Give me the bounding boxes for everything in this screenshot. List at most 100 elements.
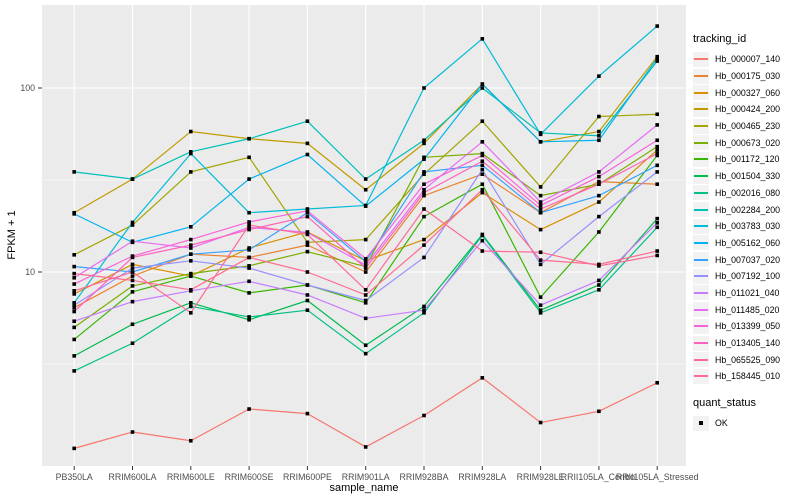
legend-item: Hb_000327_060 bbox=[693, 84, 799, 101]
data-point bbox=[363, 343, 368, 348]
legend-label: Hb_007192_100 bbox=[715, 271, 781, 282]
legend-key bbox=[693, 168, 709, 184]
data-point bbox=[422, 157, 426, 162]
data-point bbox=[480, 249, 485, 253]
series-color-line bbox=[694, 141, 708, 144]
x-tick-label: RRIM928LA bbox=[458, 472, 506, 482]
series-color-line bbox=[694, 91, 708, 94]
data-point bbox=[363, 204, 368, 208]
data-point bbox=[597, 288, 601, 292]
legend-item: Hb_011021_040 bbox=[693, 285, 799, 302]
data-point bbox=[597, 409, 601, 414]
data-point bbox=[597, 230, 601, 234]
data-point bbox=[597, 129, 601, 134]
legend-key bbox=[693, 318, 709, 334]
data-point bbox=[480, 159, 485, 164]
legend-key bbox=[693, 85, 709, 101]
legend-key bbox=[693, 135, 709, 151]
data-point bbox=[305, 119, 310, 124]
data-point bbox=[305, 207, 310, 211]
data-point bbox=[480, 119, 485, 124]
data-point bbox=[305, 249, 310, 254]
data-point bbox=[189, 252, 193, 256]
data-point bbox=[247, 248, 251, 252]
data-point bbox=[597, 182, 601, 187]
legend-label: Hb_000007_140 bbox=[715, 54, 781, 65]
data-point bbox=[247, 264, 251, 268]
legend-label: Hb_011485_020 bbox=[715, 304, 780, 315]
data-point bbox=[422, 413, 426, 418]
legend-label: Hb_000327_060 bbox=[715, 87, 781, 98]
data-point bbox=[655, 56, 659, 61]
data-point bbox=[130, 220, 135, 225]
data-point bbox=[655, 163, 659, 168]
data-point bbox=[305, 411, 310, 416]
data-point bbox=[655, 249, 659, 253]
data-point bbox=[422, 170, 426, 174]
legend-key bbox=[693, 185, 709, 201]
data-point bbox=[422, 207, 426, 211]
data-point bbox=[247, 317, 251, 322]
data-point bbox=[363, 293, 368, 297]
data-point bbox=[189, 151, 193, 156]
data-point bbox=[305, 141, 310, 146]
data-point bbox=[247, 315, 251, 319]
data-point bbox=[72, 282, 76, 286]
data-point bbox=[480, 167, 485, 172]
x-tick-label: RRII105LA_Stressed bbox=[616, 472, 699, 482]
data-point bbox=[480, 238, 485, 243]
data-point bbox=[480, 187, 485, 192]
legend-item: Hb_000175_030 bbox=[693, 68, 799, 85]
data-point bbox=[130, 341, 135, 346]
data-point bbox=[597, 170, 601, 174]
data-point bbox=[189, 304, 193, 309]
legend-label: Hb_005162_060 bbox=[715, 237, 781, 248]
data-point bbox=[538, 303, 543, 308]
data-point bbox=[247, 225, 251, 230]
legend-items: Hb_000007_140 Hb_000175_030 Hb_000327_060 H… bbox=[693, 51, 799, 385]
data-point bbox=[538, 295, 543, 299]
data-point bbox=[130, 430, 135, 434]
data-point bbox=[130, 290, 135, 294]
legend-label: Hb_013399_050 bbox=[715, 321, 781, 332]
data-point bbox=[363, 237, 368, 242]
data-point bbox=[130, 239, 135, 244]
legend-item: Hb_002016_080 bbox=[693, 185, 799, 202]
data-point bbox=[72, 309, 76, 314]
data-point bbox=[480, 151, 485, 156]
legend-key bbox=[693, 51, 709, 67]
legend-label: Hb_007037_020 bbox=[715, 254, 781, 265]
legend: tracking_id Hb_000007_140 Hb_000175_030 Hb… bbox=[693, 33, 799, 431]
series-color-line bbox=[694, 158, 708, 161]
data-point bbox=[655, 253, 659, 258]
data-point bbox=[247, 155, 251, 160]
data-point bbox=[72, 271, 76, 276]
data-point bbox=[422, 255, 426, 260]
data-point bbox=[305, 209, 310, 213]
legend-item: Hb_007037_020 bbox=[693, 251, 799, 268]
plot-panel-background bbox=[42, 5, 686, 466]
data-point bbox=[247, 177, 251, 181]
data-point bbox=[189, 438, 193, 443]
data-point bbox=[422, 193, 426, 198]
data-point bbox=[422, 311, 426, 315]
series-color-line bbox=[694, 75, 708, 78]
data-point bbox=[130, 322, 135, 327]
data-point bbox=[422, 172, 426, 177]
data-point bbox=[480, 153, 485, 158]
data-point bbox=[480, 86, 485, 90]
data-point bbox=[247, 255, 251, 260]
data-point bbox=[538, 207, 543, 211]
data-point bbox=[363, 298, 368, 303]
x-tick-label: RRIM928BA bbox=[400, 472, 449, 482]
data-point bbox=[247, 279, 251, 284]
data-point bbox=[305, 283, 310, 287]
data-point bbox=[189, 129, 193, 134]
data-point bbox=[189, 246, 193, 250]
data-point bbox=[655, 59, 659, 63]
y-tick-label: 100 bbox=[20, 83, 35, 93]
data-point bbox=[247, 291, 251, 295]
data-point bbox=[305, 210, 310, 215]
legend-item: Hb_002284_200 bbox=[693, 201, 799, 218]
